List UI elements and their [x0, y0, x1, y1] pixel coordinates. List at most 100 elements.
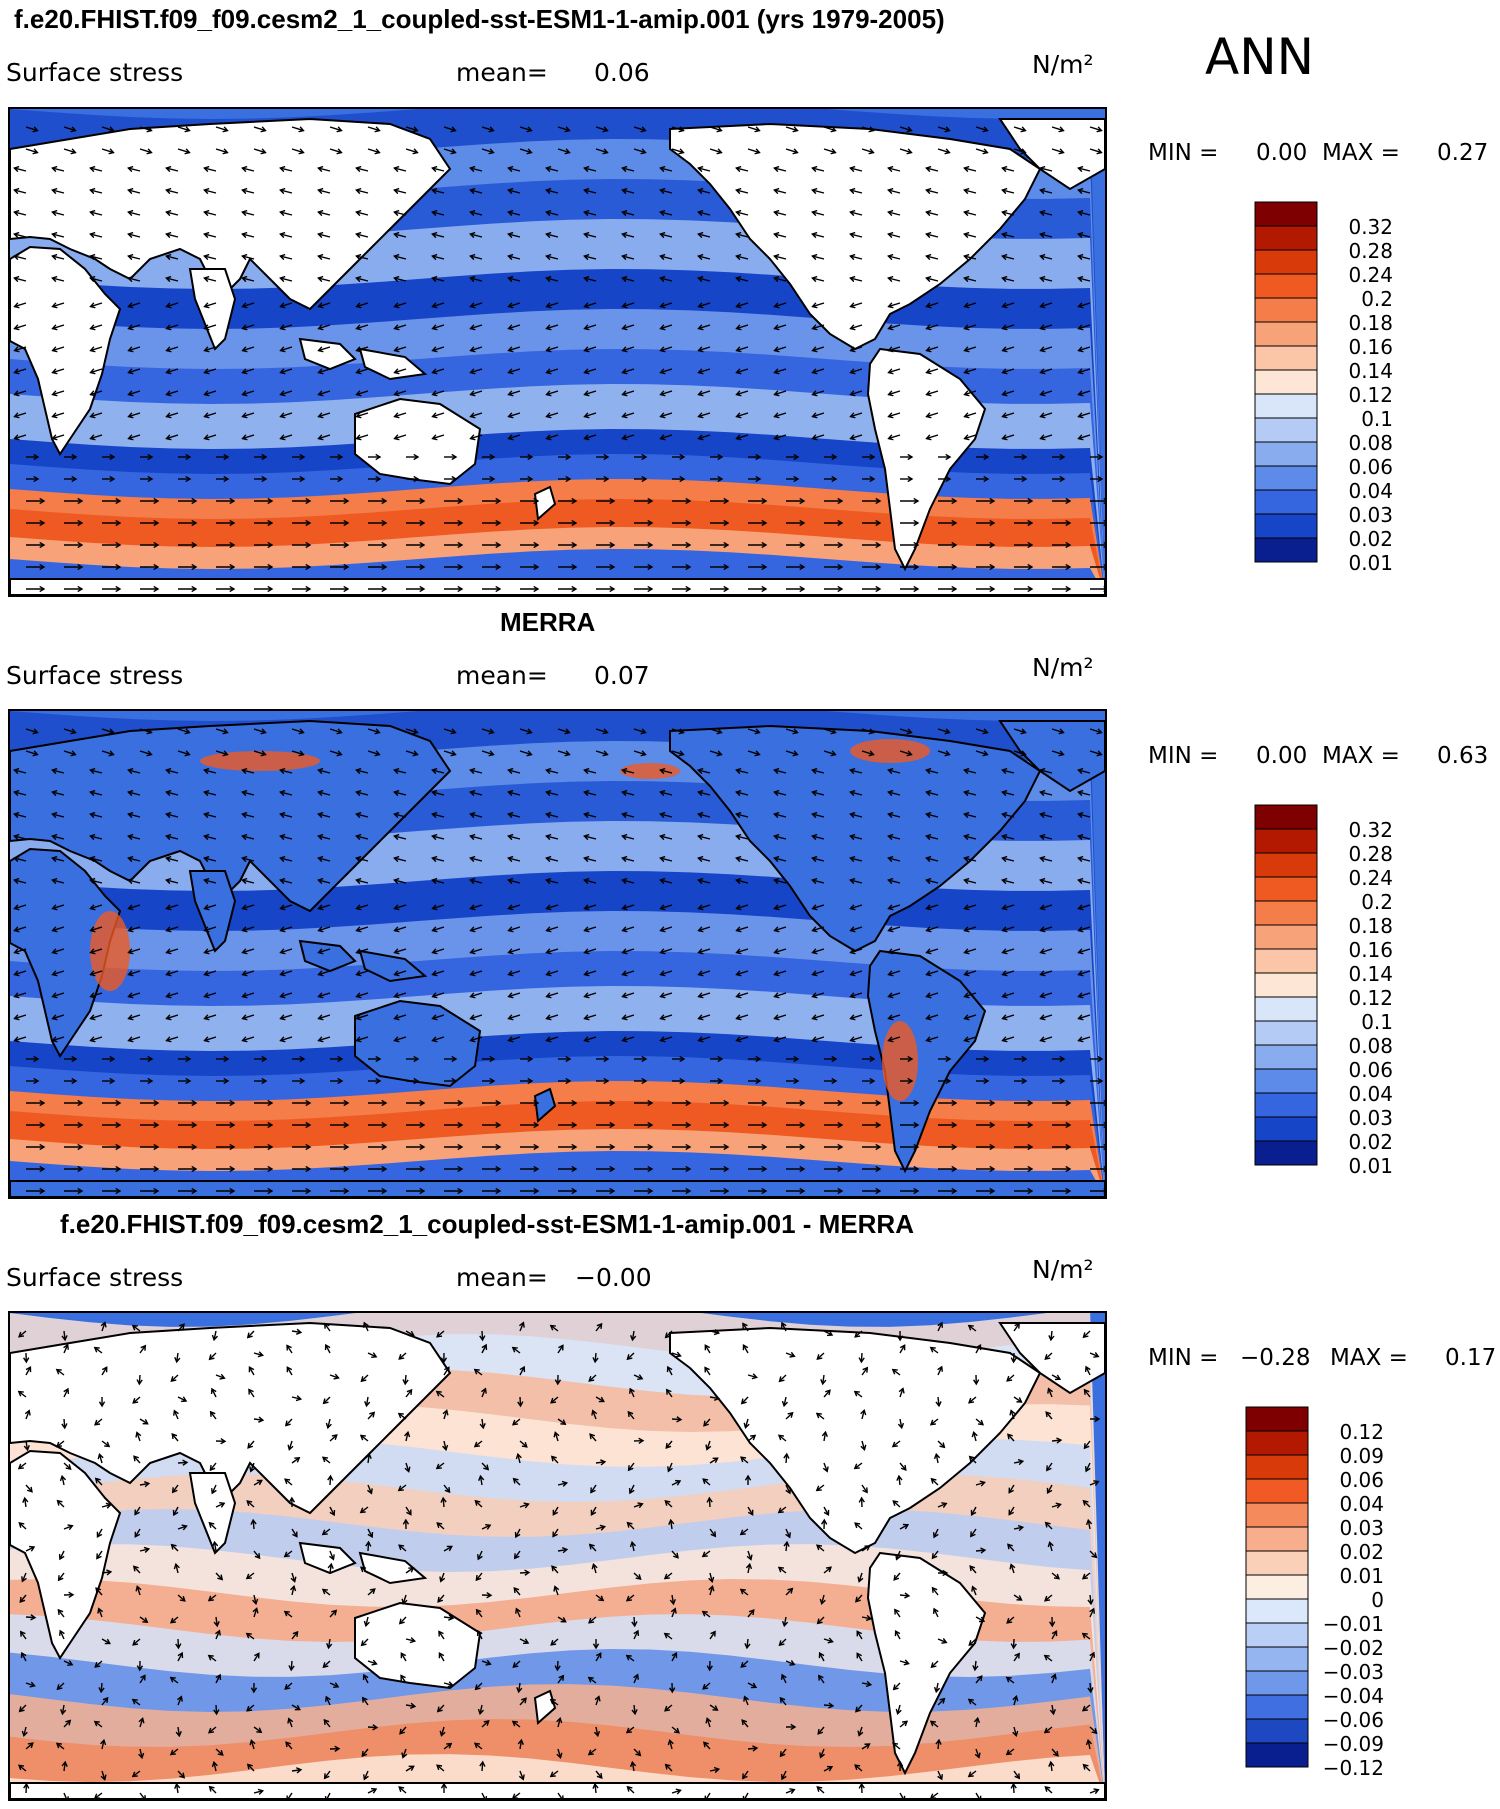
- panel-1-map: [8, 107, 1107, 597]
- colorbar-label: −0.04: [1323, 1684, 1384, 1708]
- coastline: [10, 245, 122, 456]
- coastline: [10, 1449, 122, 1660]
- colorbar-label: 0.32: [1348, 818, 1393, 842]
- colorbar-swatch: [1254, 369, 1318, 395]
- colorbar-label: 0.08: [1348, 431, 1393, 455]
- panel-2-title: MERRA: [500, 607, 596, 637]
- colorbar-label: 0.01: [1348, 1154, 1393, 1178]
- coastline: [533, 485, 557, 522]
- coastline: [10, 719, 452, 913]
- coastline: [354, 397, 482, 486]
- colorbar-swatch: [1254, 489, 1318, 515]
- colorbar-label: 0.24: [1348, 263, 1393, 287]
- colorbar-label: 0.2: [1361, 890, 1393, 914]
- panel-1-min-label: MIN =: [1148, 140, 1219, 166]
- panel-1-max-value: 0.27: [1437, 140, 1489, 166]
- season-label: ANN: [1205, 28, 1315, 86]
- panel-1-title: f.e20.FHIST.f09_f09.cesm2_1_coupled-sst-…: [14, 4, 945, 34]
- panel-3-mean-value: −0.00: [575, 1263, 652, 1292]
- coastline: [998, 118, 1105, 191]
- panel-2-max-value: 0.63: [1437, 743, 1489, 769]
- colorbar-label: 0.02: [1348, 1130, 1393, 1154]
- panel-2-mean-label: mean=: [456, 661, 548, 690]
- coastline: [354, 999, 482, 1088]
- colorbar-swatch: [1245, 1502, 1309, 1528]
- colorbar-label: 0.09: [1339, 1444, 1384, 1468]
- coastline: [10, 117, 452, 311]
- colorbar-swatch: [1245, 1670, 1309, 1696]
- colorbar-swatch: [1254, 972, 1318, 998]
- colorbar-swatch: [1254, 804, 1318, 830]
- coastline: [188, 870, 237, 953]
- colorbar-swatch: [1254, 900, 1318, 926]
- coastline: [533, 1087, 557, 1124]
- colorbar-label: 0.1: [1361, 1010, 1393, 1034]
- colorbar-swatch: [1245, 1430, 1309, 1456]
- colorbar-swatch: [1254, 996, 1318, 1022]
- coastline: [298, 337, 357, 371]
- colorbar-label: −0.12: [1323, 1756, 1384, 1780]
- colorbar-swatch: [1254, 537, 1318, 563]
- coastline: [998, 720, 1105, 793]
- panel-3-variable: Surface stress: [6, 1263, 184, 1292]
- colorbar-swatch: [1254, 1068, 1318, 1094]
- colorbar-swatch: [1245, 1454, 1309, 1480]
- colorbar-swatch: [1254, 852, 1318, 878]
- colorbar-label: 0.2: [1361, 287, 1393, 311]
- colorbar-label: 0.32: [1348, 215, 1393, 239]
- colorbar-label: −0.09: [1323, 1732, 1384, 1756]
- colorbar-label: 0.02: [1348, 527, 1393, 551]
- panel-3-max-value: 0.17: [1445, 1345, 1497, 1371]
- panel-2-variable: Surface stress: [6, 661, 184, 690]
- colorbar-label: 0: [1371, 1588, 1384, 1612]
- colorbar-label: 0.03: [1348, 503, 1393, 527]
- panel-1-mean-value: 0.06: [594, 58, 650, 87]
- colorbar-label: 0.12: [1339, 1420, 1384, 1444]
- panel-1-min-value: 0.00: [1256, 140, 1308, 166]
- colorbar-label: 0.16: [1348, 335, 1393, 359]
- coastline: [188, 268, 237, 351]
- colorbar-label: 0.28: [1348, 239, 1393, 263]
- coastline: [10, 1180, 1105, 1197]
- colorbar-swatch: [1254, 465, 1318, 491]
- colorbar-label: −0.02: [1323, 1636, 1384, 1660]
- colorbar-label: 0.24: [1348, 866, 1393, 890]
- colorbar-swatch: [1254, 321, 1318, 347]
- colorbar-label: 0.03: [1339, 1516, 1384, 1540]
- colorbar-swatch: [1245, 1478, 1309, 1504]
- colorbar-label: 0.06: [1348, 455, 1393, 479]
- colorbar-label: 0.28: [1348, 842, 1393, 866]
- panel-3-colorbar: 0.120.090.060.040.030.020.010−0.01−0.02−…: [1245, 1406, 1384, 1780]
- colorbar-label: 0.1: [1361, 407, 1393, 431]
- colorbar-swatch: [1254, 1140, 1318, 1166]
- coastline: [354, 1601, 482, 1690]
- coastline: [358, 347, 428, 381]
- colorbar-swatch: [1254, 1044, 1318, 1070]
- panel-3-max-label: MAX =: [1330, 1345, 1408, 1371]
- colorbar-label: 0.12: [1348, 383, 1393, 407]
- colorbar-swatch: [1254, 201, 1318, 227]
- colorbar-label: 0.04: [1348, 1082, 1393, 1106]
- panel-1-variable: Surface stress: [6, 58, 184, 87]
- colorbar-label: 0.12: [1348, 986, 1393, 1010]
- colorbar-label: 0.18: [1348, 311, 1393, 335]
- colorbar-swatch: [1245, 1718, 1309, 1744]
- colorbar-label: 0.06: [1339, 1468, 1384, 1492]
- colorbar-swatch: [1245, 1598, 1309, 1624]
- wind-vectors: [13, 126, 1105, 593]
- colorbar-swatch: [1254, 828, 1318, 854]
- colorbar-swatch: [1254, 948, 1318, 974]
- colorbar-swatch: [1254, 1092, 1318, 1118]
- panel-3-min-value: −0.28: [1240, 1345, 1311, 1371]
- panel-1-units: N/m²: [1032, 50, 1094, 79]
- colorbar-label: −0.01: [1323, 1612, 1384, 1636]
- colorbar-swatch: [1254, 297, 1318, 323]
- coastline: [298, 1541, 357, 1575]
- panel-2-colorbar: 0.320.280.240.20.180.160.140.120.10.080.…: [1254, 804, 1393, 1178]
- colorbar-swatch: [1245, 1742, 1309, 1768]
- panel-3-map: [8, 1311, 1107, 1801]
- colorbar-label: 0.01: [1348, 551, 1393, 575]
- panel-3-mean-label: mean=: [456, 1263, 548, 1292]
- panel-3-title: f.e20.FHIST.f09_f09.cesm2_1_coupled-sst-…: [60, 1209, 914, 1239]
- panel-1-mean-label: mean=: [456, 58, 548, 87]
